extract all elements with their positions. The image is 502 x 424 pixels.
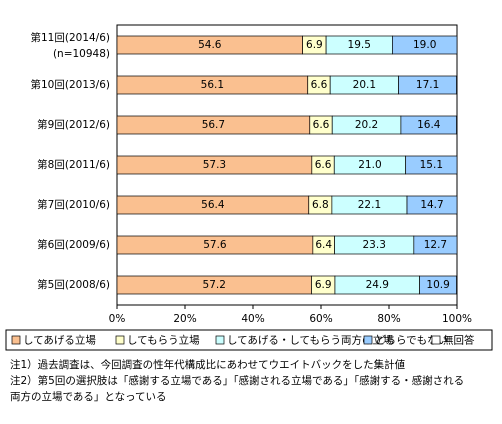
legend-marker: [431, 335, 441, 345]
data-label: 6.6: [313, 119, 330, 131]
data-label: 6.6: [311, 79, 328, 91]
legend-marker: [215, 335, 225, 345]
category-label: 第5回(2008/6): [37, 278, 110, 291]
data-label: 14.7: [420, 199, 443, 211]
data-label: 15.1: [420, 159, 443, 171]
bar-segment: [405, 155, 458, 175]
category-label: 第7回(2010/6): [37, 198, 110, 211]
x-tick-label: 40%: [241, 313, 264, 325]
data-label: 19.0: [413, 39, 436, 51]
data-label: 56.1: [201, 79, 224, 91]
data-label: 22.1: [358, 199, 381, 211]
legend-marker: [11, 335, 21, 345]
data-label: 57.2: [203, 279, 226, 291]
data-label: 56.4: [201, 199, 225, 211]
data-label: 24.9: [366, 279, 389, 291]
data-label: 57.6: [203, 239, 227, 251]
data-label: 56.7: [202, 119, 225, 131]
note: 注1）過去調査は、今回調査の性年代構成比にあわせてウエイトバックをした集計値: [10, 358, 406, 371]
data-label: 57.3: [203, 159, 226, 171]
data-label: 17.1: [416, 79, 439, 91]
legend-label: 無回答: [443, 334, 475, 347]
x-tick-label: 0%: [109, 313, 126, 325]
x-tick-label: 80%: [377, 313, 400, 325]
data-label: 6.9: [315, 279, 332, 291]
data-label: 54.6: [198, 39, 222, 51]
data-label: 19.5: [348, 39, 371, 51]
data-label: 23.3: [363, 239, 386, 251]
x-tick-label: 20%: [173, 313, 196, 325]
note: 注2）第5回の選択肢は「感謝する立場である」「感謝される立場である」「感謝する・…: [10, 374, 464, 387]
category-label: 第11回(2014/6): [31, 31, 111, 44]
legend-marker: [363, 335, 373, 345]
data-label: 6.9: [306, 39, 323, 51]
legend-label: してあげる立場: [23, 334, 96, 347]
bar-segment: [413, 235, 458, 255]
data-label: 10.9: [426, 279, 449, 291]
legend-label: どちらでもない: [375, 335, 448, 347]
x-tick-label: 100%: [442, 313, 472, 325]
data-label: 20.2: [355, 119, 378, 131]
data-label: 16.4: [417, 119, 441, 131]
legend-label: してあげる・してもらう両方の立場: [227, 334, 394, 347]
category-label: 第9回(2012/6): [37, 118, 110, 131]
data-label: 20.1: [353, 79, 376, 91]
x-tick-label: 60%: [309, 313, 332, 325]
bar-segment: [406, 195, 458, 215]
category-label: 第10回(2013/6): [31, 78, 111, 91]
data-label: 12.7: [424, 239, 447, 251]
legend-marker: [115, 335, 125, 345]
note: 両方の立場である」となっている: [10, 390, 167, 403]
data-label: 6.8: [312, 199, 329, 211]
data-label: 6.6: [315, 159, 332, 171]
bar-segment: [392, 35, 458, 55]
data-label: 6.4: [315, 239, 332, 251]
legend-frame: [5, 329, 493, 351]
sample-note: (n=10948): [53, 48, 110, 60]
data-label: 21.0: [358, 159, 381, 171]
category-label: 第6回(2009/6): [37, 238, 110, 251]
category-label: 第8回(2011/6): [37, 158, 110, 171]
legend-label: してもらう立場: [127, 334, 200, 347]
